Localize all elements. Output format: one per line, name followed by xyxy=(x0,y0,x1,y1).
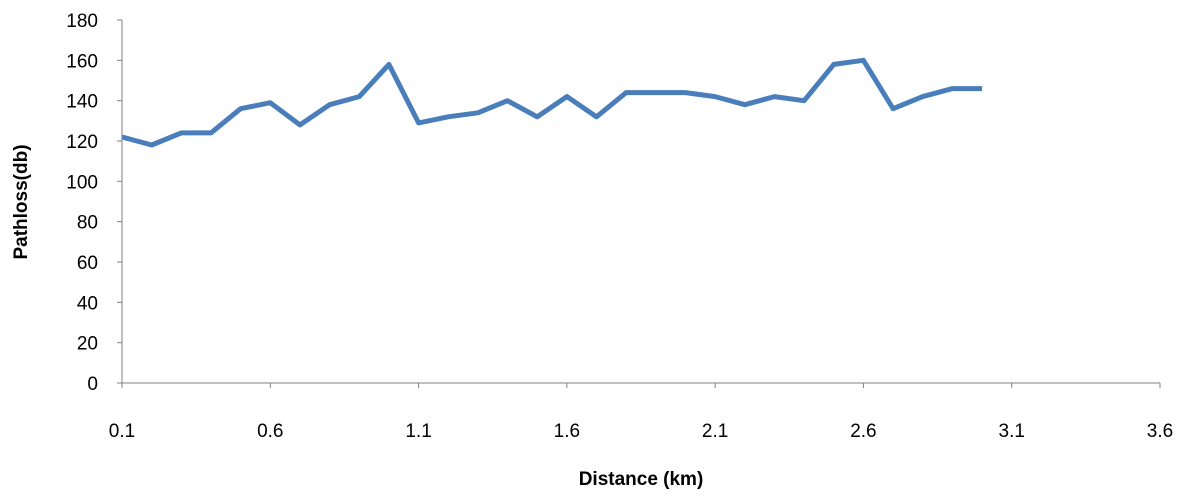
x-tick-label: 1.6 xyxy=(554,421,580,442)
y-tick-label: 40 xyxy=(77,293,98,314)
x-tick-label: 0.6 xyxy=(257,421,283,442)
y-axis-title: Pathloss(db) xyxy=(11,144,32,259)
x-axis: 0.1 0.6 1.1 1.6 2.1 2.6 3.1 3.6 xyxy=(109,382,1173,442)
series xyxy=(121,57,983,148)
y-tick-label: 140 xyxy=(66,92,98,113)
x-tick-label: 2.6 xyxy=(850,421,876,442)
x-tick-label: 3.1 xyxy=(999,421,1025,442)
x-tick-label: 0.1 xyxy=(109,421,135,442)
y-tick-label: 120 xyxy=(66,132,98,153)
y-tick-label: 0 xyxy=(87,374,98,395)
y-tick-label: 160 xyxy=(66,51,98,72)
y-tick-label: 100 xyxy=(66,172,98,193)
x-tick-label: 2.1 xyxy=(702,421,728,442)
y-tick-label: 80 xyxy=(77,213,98,234)
y-tick-label: 60 xyxy=(77,253,98,274)
y-axis: 0 20 40 60 80 100 120 140 160 180 xyxy=(66,11,123,395)
x-tick-label: 3.6 xyxy=(1147,421,1173,442)
series-line xyxy=(121,57,983,148)
y-tick-label: 20 xyxy=(77,334,98,355)
y-tick-label: 180 xyxy=(66,11,98,32)
x-tick-label: 1.1 xyxy=(405,421,431,442)
x-axis-title: Distance (km) xyxy=(579,469,704,490)
